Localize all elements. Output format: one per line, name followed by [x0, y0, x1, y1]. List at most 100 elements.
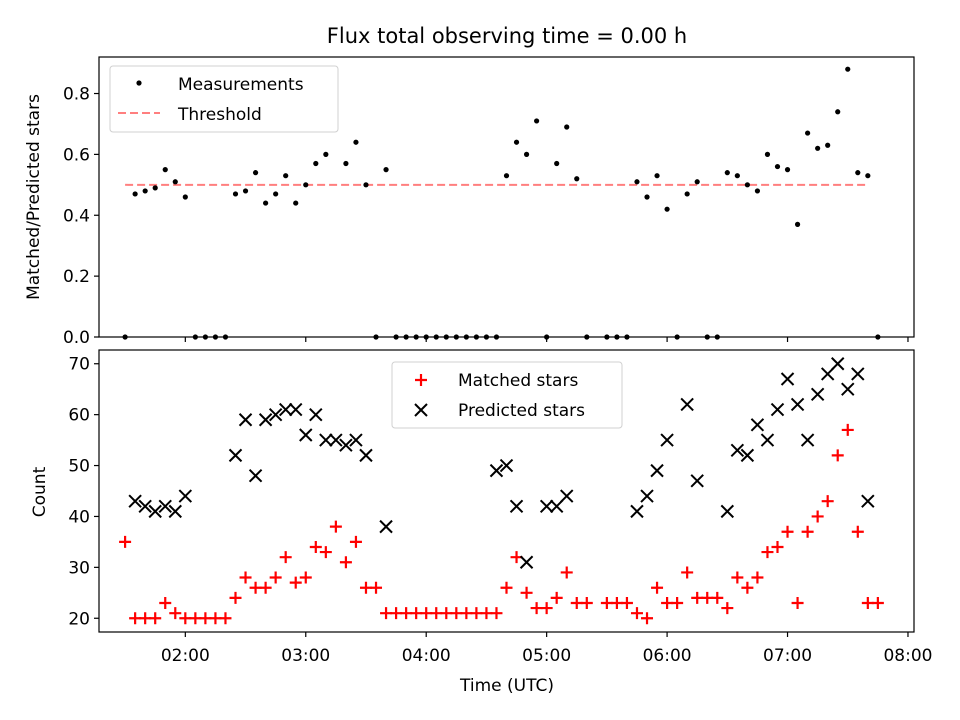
- matched-stars-point: [289, 576, 302, 589]
- measurements-legend-marker: [136, 80, 142, 86]
- predicted-stars-point: [780, 372, 795, 386]
- matched-stars-point: [199, 612, 212, 625]
- bottom-y-tick-label: 20: [68, 609, 90, 629]
- matched-stars-point: [119, 535, 132, 548]
- measurement-point: [263, 200, 269, 206]
- matched-stars-point: [560, 566, 573, 579]
- predicted-stars-point: [489, 463, 504, 478]
- bottom-panel: 20 30 40 50 60 70 02:00 03:00 04:00 05:00 06:00 07…: [30, 349, 932, 696]
- bottom-y-tick-label: 30: [68, 558, 90, 578]
- predicted-stars-point: [509, 499, 524, 513]
- matched-stars-point: [249, 581, 262, 594]
- predicted-stars-point: [248, 469, 263, 483]
- bottom-y-axis-label: Count: [30, 466, 50, 517]
- measurement-point: [252, 170, 259, 176]
- matched-stars-point: [430, 607, 443, 620]
- matched-stars-point: [841, 423, 854, 436]
- predicted-stars-point: [650, 463, 664, 478]
- predicted-stars-point: [690, 474, 704, 488]
- predicted-stars-point: [268, 407, 283, 422]
- predicted-stars-point: [630, 504, 644, 519]
- measurement-point: [794, 221, 801, 227]
- matched-stars-legend-marker: [415, 374, 427, 386]
- predicted-stars-legend-label: Predicted stars: [458, 401, 585, 421]
- matched-stars-point: [550, 591, 563, 604]
- predicted-stars-point: [831, 357, 845, 371]
- measurement-point: [513, 139, 520, 145]
- bottom-legend-box: [391, 361, 623, 429]
- predicted-stars-point: [539, 499, 554, 513]
- measurement-point: [654, 173, 660, 179]
- matched-stars-point: [149, 612, 162, 625]
- measurement-point: [644, 194, 650, 200]
- matched-stars-point: [480, 607, 493, 620]
- predicted-stars-point: [168, 504, 182, 519]
- matched-stars-point: [279, 551, 292, 564]
- predicted-stars-point: [790, 397, 805, 412]
- predicted-stars-point: [309, 407, 323, 422]
- matched-stars-point: [410, 607, 423, 620]
- matched-stars-point: [500, 581, 513, 594]
- predicted-stars-point: [740, 448, 755, 463]
- measurements-legend-label: Measurements: [178, 75, 304, 95]
- matched-stars-point: [821, 495, 834, 508]
- matched-stars-point: [460, 607, 473, 620]
- matched-stars-point: [570, 596, 583, 609]
- measurement-point: [232, 191, 239, 197]
- measurement-point: [132, 191, 138, 197]
- matched-stars-point: [450, 607, 463, 620]
- measurement-point: [142, 188, 148, 194]
- matched-stars-point: [671, 596, 684, 609]
- matched-stars-point: [159, 596, 172, 609]
- matched-stars-point: [209, 612, 222, 625]
- matched-stars-point: [239, 571, 252, 584]
- matched-stars-point: [420, 607, 433, 620]
- predicted-stars-point: [750, 418, 765, 432]
- measurement-point: [152, 185, 158, 191]
- measurement-point: [835, 109, 841, 115]
- predicted-stars-point: [148, 504, 162, 519]
- predicted-stars-point: [519, 555, 534, 569]
- predicted-stars-point: [660, 433, 674, 447]
- predicted-stars-point: [138, 499, 152, 513]
- measurement-point: [383, 167, 389, 173]
- measurement-point: [845, 66, 851, 72]
- predicted-stars-point: [820, 367, 835, 381]
- predicted-stars-point: [258, 413, 273, 427]
- matched-stars-point: [380, 607, 393, 620]
- matched-stars-point: [741, 581, 754, 594]
- x-tick-label: 07:00: [763, 646, 812, 666]
- measurement-point: [865, 173, 871, 179]
- measurement-point: [724, 170, 730, 176]
- measurement-point: [343, 160, 349, 167]
- measurement-point: [353, 139, 359, 145]
- top-x-axis-ticks: [184, 337, 909, 342]
- predicted-stars-point: [770, 402, 785, 417]
- matched-stars-point: [179, 612, 192, 625]
- matched-stars-point: [641, 612, 654, 625]
- measurement-point: [684, 191, 690, 197]
- matched-stars-point: [791, 596, 804, 609]
- predicted-stars-legend-marker: [414, 403, 428, 417]
- measurement-point: [503, 173, 510, 179]
- threshold-legend-label: Threshold: [177, 105, 262, 125]
- top-axes-frame: [98, 56, 915, 338]
- predicted-stars-point: [349, 433, 363, 447]
- x-tick-label: 04:00: [402, 646, 451, 666]
- matched-stars-point: [259, 581, 272, 594]
- predicted-stars-point: [640, 489, 654, 503]
- top-y-tick-label: 0.6: [63, 145, 90, 165]
- measurement-point: [825, 142, 831, 148]
- predicted-stars-point: [680, 397, 694, 412]
- predicted-stars-point: [238, 413, 253, 427]
- matched-stars-point: [701, 591, 714, 604]
- matched-stars-point: [711, 591, 724, 604]
- top-panel: 0.00.20.40.60.8 Matched/Predicted stars …: [24, 56, 915, 348]
- predicted-stars-point: [339, 438, 353, 452]
- top-y-tick-label: 0.2: [63, 267, 90, 287]
- top-legend-box: [109, 65, 339, 133]
- predicted-stars-point: [299, 428, 313, 442]
- measurement-point: [734, 173, 740, 179]
- predicted-stars-point: [851, 367, 865, 381]
